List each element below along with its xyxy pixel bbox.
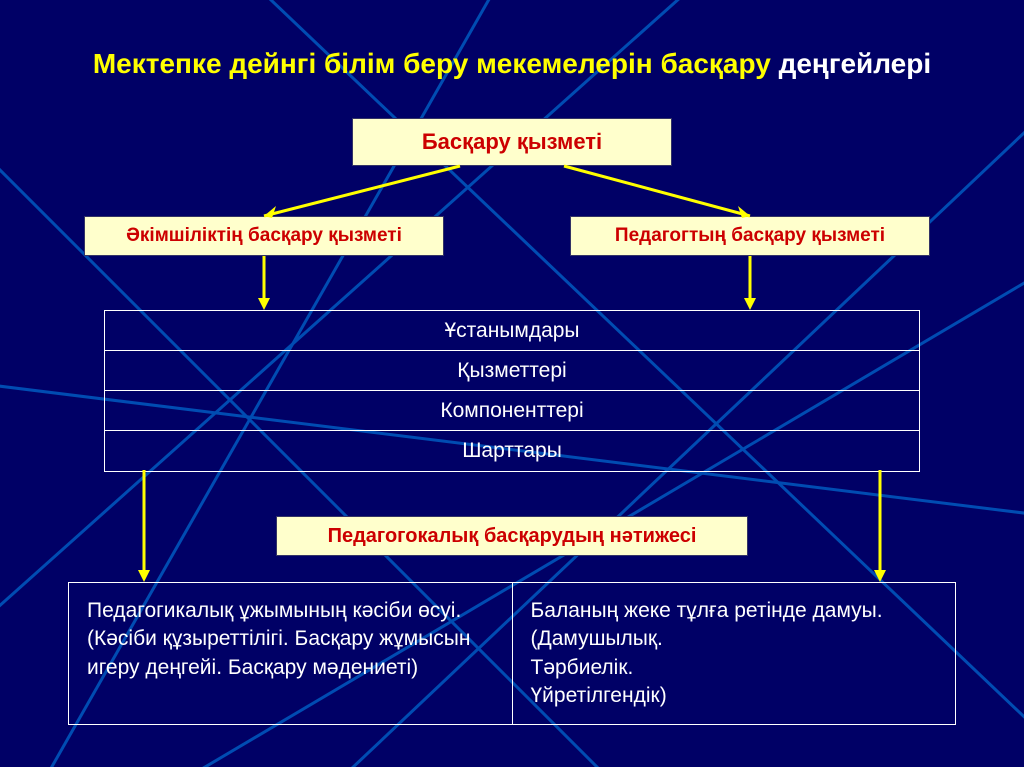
bottom-left-cell: Педагогикалық ұжымының кәсіби өсуі. (Кәс… (69, 583, 513, 724)
middle-result-box: Педагогокалық басқарудың нәтижесі (276, 516, 748, 556)
title-part2: деңгейлері (779, 48, 932, 79)
stack-row-1: Ұстанымдары (105, 311, 919, 351)
left-branch-box: Әкімшіліктің басқару қызметі (84, 216, 444, 256)
bottom-right-cell: Баланың жеке тұлға ретінде дамуы. (Дамуш… (513, 583, 956, 724)
stack-row-4: Шарттары (105, 431, 919, 471)
bottom-table: Педагогикалық ұжымының кәсіби өсуі. (Кәс… (68, 582, 956, 725)
stack-table: Ұстанымдары Қызметтері Компоненттері Шар… (104, 310, 920, 472)
stack-row-3: Компоненттері (105, 391, 919, 431)
top-box: Басқару қызметі (352, 118, 672, 166)
slide-title: Мектепке дейнгі білім беру мекемелерін б… (0, 0, 1024, 80)
title-part1: Мектепке дейнгі білім беру мекемелерін б… (93, 48, 779, 79)
stack-row-2: Қызметтері (105, 351, 919, 391)
right-branch-box: Педагогтың басқару қызметі (570, 216, 930, 256)
